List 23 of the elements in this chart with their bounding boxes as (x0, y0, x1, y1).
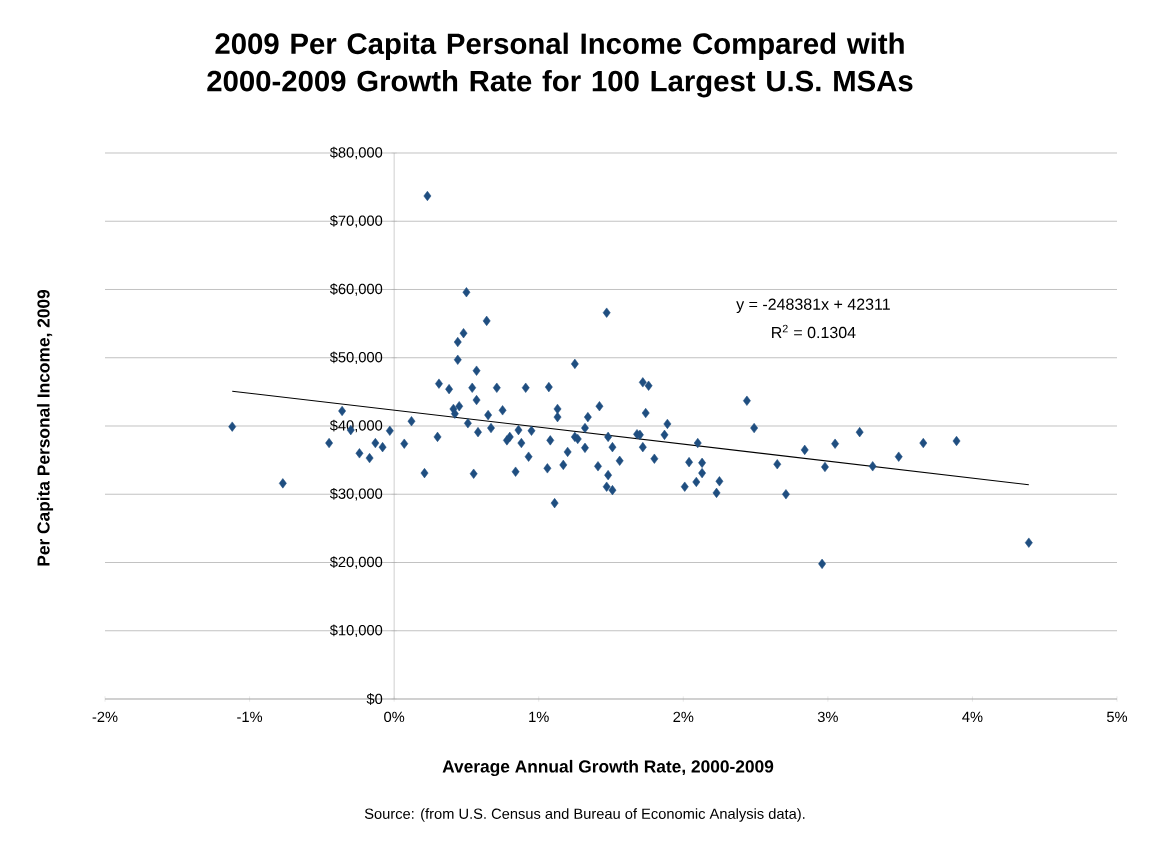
source-note: Source: (from U.S. Census and Bureau of Economic Analysis data). (364, 808, 805, 822)
x-tick-label: 4% (962, 711, 983, 722)
x-tick-label: 5% (1106, 711, 1128, 723)
x-tick-label: 2% (673, 711, 694, 723)
x-tick-label: 1% (529, 711, 549, 722)
y-tick-label: $60,000 (329, 283, 383, 296)
chart-title: 2009 Per Capita Personal Income Compared with 2000-2009 Growth Rate for 100 Largest U.S. MSAs (207, 32, 913, 98)
annotation: R$^{2}$ = 0.1304 (772, 324, 856, 339)
x-tick-label: 0% (384, 711, 405, 723)
y-tick-label: $70,000 (329, 214, 383, 228)
x-tick-label: -1% (237, 711, 263, 722)
y-axis-title: Per Capita Personal Income, 2009 (36, 289, 54, 566)
y-tick-label: $50,000 (329, 351, 383, 365)
y-tick-label: $30,000 (329, 487, 383, 501)
y-tick-label: $0 (366, 693, 383, 705)
annotation: y = -248381x + 42311 (736, 298, 890, 314)
y-tick-label: $80,000 (329, 146, 383, 160)
y-tick-label: $20,000 (329, 556, 383, 569)
y-tick-label: $40,000 (329, 419, 383, 433)
x-tick-label: -2% (92, 711, 118, 723)
x-tick-label: 3% (817, 711, 838, 723)
x-axis-title: Average Annual Growth Rate, 2000-2009 (442, 759, 774, 777)
y-tick-label: $10,000 (329, 624, 383, 638)
